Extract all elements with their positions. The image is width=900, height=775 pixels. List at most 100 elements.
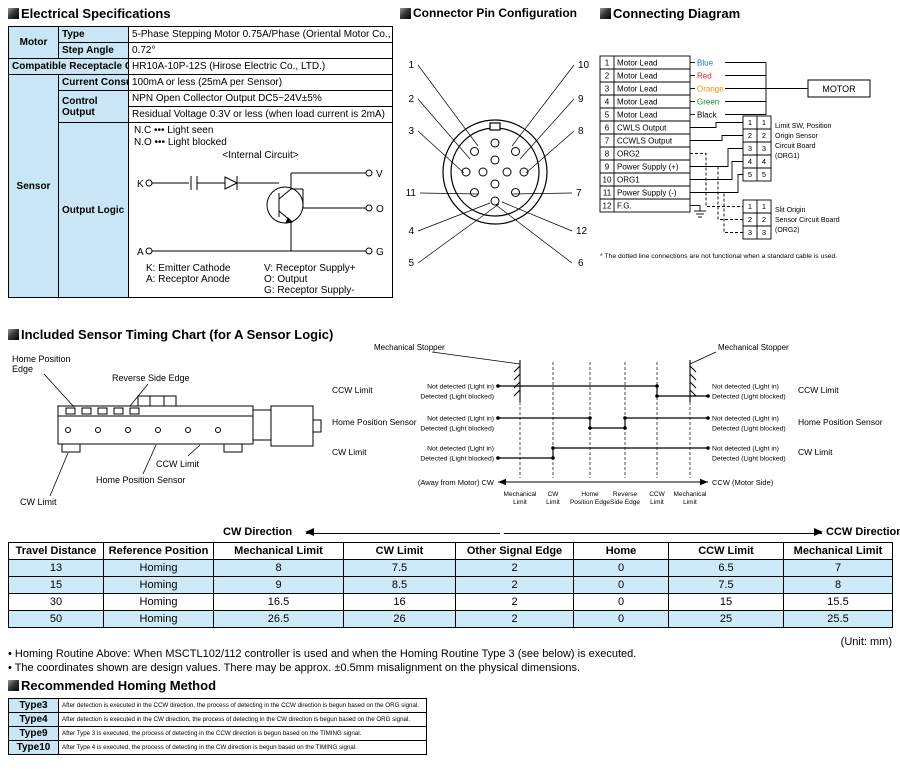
- org1-pin: 4: [762, 157, 766, 166]
- homing-desc-cell: After Type 4 is executed, the process of…: [58, 740, 427, 755]
- pin-label: Motor Lead: [617, 85, 657, 94]
- state-labels-right: Not detected (Light in) Detected (Light …: [712, 384, 786, 463]
- cell: 16.5: [213, 593, 344, 611]
- section-square-icon: [8, 8, 19, 19]
- wire-label: Orange: [697, 85, 724, 94]
- state-label: Detected (Light blocked): [420, 456, 494, 463]
- pin-label: Motor Lead: [617, 59, 657, 68]
- section-connector: Connector Pin Configuration: [400, 6, 577, 20]
- org1-pin: 3: [748, 144, 752, 153]
- org1-pin: 4: [748, 157, 752, 166]
- org1-pin: 2: [762, 131, 766, 140]
- org1-pin: 5: [762, 170, 766, 179]
- pin-no: 9: [605, 163, 610, 172]
- electrical-spec-table: Motor Type 5-Phase Stepping Motor 0.75A/…: [8, 26, 393, 298]
- state-label: Detected (Light blocked): [712, 426, 786, 433]
- tick-label: CW: [548, 491, 560, 498]
- home-sensor-waveform: [498, 417, 708, 429]
- cell: 0: [573, 610, 669, 628]
- cell: 15: [8, 576, 104, 594]
- axis-right-label: CCW (Motor Side): [712, 478, 774, 487]
- pin-no: 8: [605, 150, 610, 159]
- circuit-legend: K: Emitter Cathode V: Receptor Supply+ A…: [132, 263, 389, 296]
- pin-number: 5: [408, 258, 414, 269]
- control-output-label-cell: Control Output: [58, 90, 129, 123]
- connecting-pin-texts: 1 Motor Lead 2 Motor Lead 3 Motor Lead 4 Mot…: [603, 59, 679, 211]
- cell: Homing: [103, 576, 214, 594]
- pin-number: 3: [408, 126, 414, 137]
- pin-label: Power Supply (-): [617, 189, 677, 198]
- row-name: CW Limit: [798, 447, 833, 457]
- org1-pin: 3: [762, 144, 766, 153]
- tick-label: Mechanical: [504, 491, 537, 498]
- column-header: Other Signal Edge: [455, 542, 574, 560]
- unit-label: (Unit: mm): [840, 636, 892, 648]
- pin-no: 11: [603, 189, 612, 198]
- org1-caption: Limit SW, Position Origin Sensor Circuit…: [775, 123, 832, 160]
- tick-label: CCW: [649, 491, 665, 498]
- step-angle-label-cell: Step Angle: [58, 42, 129, 59]
- logic-nc-line: N.C ••• Light seen: [134, 125, 214, 136]
- table-row: Type4 After detection is executed in the…: [8, 712, 427, 727]
- note-line: • Homing Routine Above: When MSCTL102/11…: [8, 648, 637, 660]
- cell: 2: [455, 559, 574, 577]
- tick-label: Reverse: [613, 491, 638, 498]
- org2-pin: 3: [748, 228, 752, 237]
- row-name: CW Limit: [332, 447, 367, 457]
- tick-label: Limit: [650, 499, 664, 506]
- org2-caption-line: Sensor Circuit Board: [775, 217, 840, 224]
- org2-pin: 1: [762, 202, 766, 211]
- cell: 26: [343, 610, 456, 628]
- column-header: Mechanical Limit: [783, 542, 893, 560]
- org1-caption-line: Limit SW, Position: [775, 123, 832, 130]
- step-angle-value-cell: 0.72°: [128, 42, 393, 59]
- pin-no: 7: [605, 137, 610, 146]
- cell: 8: [213, 559, 344, 577]
- org1-pin: 5: [748, 170, 752, 179]
- section-title-homing: Recommended Homing Method: [21, 678, 217, 693]
- table-row: Type10 After Type 4 is executed, the pro…: [8, 740, 427, 755]
- pin-no: 1: [605, 59, 610, 68]
- pin-number: 9: [578, 94, 584, 105]
- table-row: 50 Homing 26.5 26 2 0 25 25.5: [8, 610, 893, 628]
- table-row: Type3 After detection is executed in the…: [8, 698, 427, 713]
- row-names-left: CCW Limit Home Position Sensor CW Limit: [332, 385, 417, 457]
- cell: 7: [783, 559, 893, 577]
- cell: 0: [573, 576, 669, 594]
- column-header: Home: [573, 542, 669, 560]
- state-label: Not detected (Light in): [712, 416, 779, 423]
- wire-label: Blue: [697, 59, 714, 68]
- homing-type-cell: Type10: [8, 740, 59, 755]
- pin-no: 12: [603, 202, 612, 211]
- table-row: Motor Type 5-Phase Stepping Motor 0.75A/…: [8, 26, 393, 59]
- connector-pins: [461, 138, 529, 206]
- pin-number: 12: [576, 226, 588, 237]
- cell: 0: [573, 559, 669, 577]
- connecting-diagram: 1 Motor Lead 2 Motor Lead 3 Motor Lead 4 Mot…: [599, 55, 871, 260]
- pin-number: 7: [576, 188, 582, 199]
- table-row: Compatible Receptacle Connector HR10A-10…: [8, 58, 393, 75]
- state-label: Detected (Light blocked): [420, 394, 494, 401]
- pin-label: ORG2: [617, 150, 640, 159]
- sensor-header-cell: Sensor: [8, 74, 59, 298]
- table-row: 15 Homing 9 8.5 2 0 7.5 8: [8, 576, 893, 594]
- cw-limit-label: CW Limit: [20, 497, 57, 507]
- logic-no-line: N.O ••• Light blocked: [134, 137, 227, 148]
- cell: 9: [213, 576, 344, 594]
- cell: Homing: [103, 610, 214, 628]
- wire-label: Green: [697, 98, 719, 107]
- home-position-sensor-label: Home Position Sensor: [96, 475, 186, 485]
- homing-type-cell: Type4: [8, 712, 59, 727]
- actuator-leader-lines: [43, 373, 201, 497]
- state-label: Not detected (Light in): [712, 384, 779, 391]
- state-label: Not detected (Light in): [712, 446, 779, 453]
- pin-number: 2: [408, 94, 414, 105]
- terminal-o-label: O: [376, 204, 384, 215]
- motor-header-cell: Motor: [8, 26, 59, 59]
- column-header: Travel Distance: [8, 542, 104, 560]
- state-label: Detected (Light blocked): [712, 394, 786, 401]
- direction-row: CW Direction CCW Direction: [8, 526, 900, 542]
- pin-label: F.G.: [617, 202, 632, 211]
- pin-number: 8: [578, 126, 584, 137]
- pin-number: 11: [406, 188, 417, 199]
